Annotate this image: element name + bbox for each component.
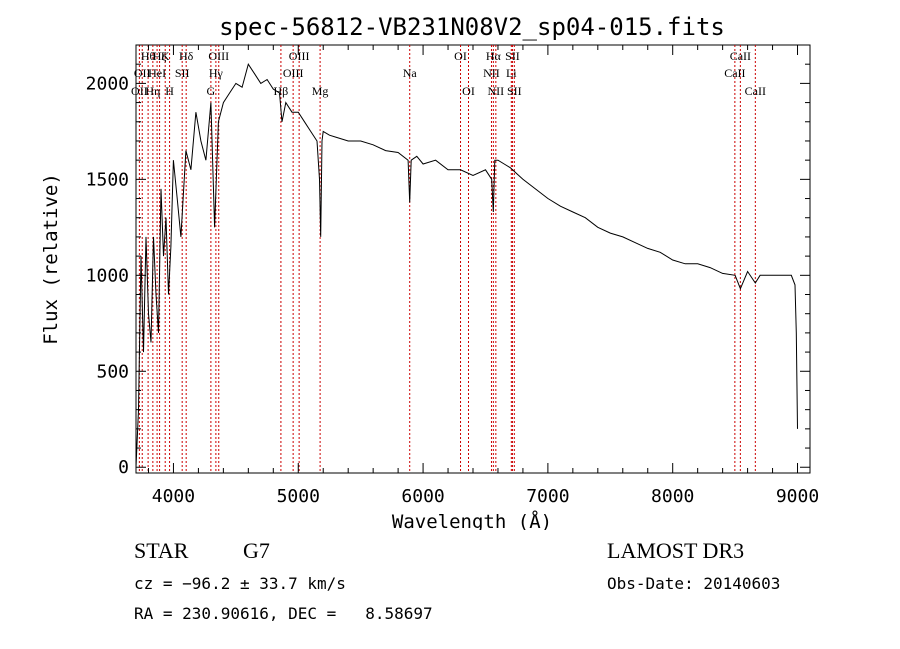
y-tick-label-0: 0 (118, 457, 129, 478)
redshift-cz: cz = −96.2 ± 33.7 km/s (134, 574, 346, 593)
x-tick-label-3: 7000 (526, 486, 569, 507)
x-tick-label-1: 5000 (277, 486, 320, 507)
spectral-line-markers (138, 45, 756, 473)
line-label-21: Hα (486, 49, 502, 63)
spectral-line-labels: OIIOIIHθHηHeIHζKHSIIHδGHγOIIIHβOIIIOIIIM… (131, 49, 766, 98)
x-axis-label: Wavelength (Å) (392, 510, 552, 530)
object-class: STAR (134, 538, 189, 563)
line-label-14: OIII (283, 66, 304, 80)
y-tick-label-1: 500 (96, 361, 129, 382)
line-label-3: Hη (145, 84, 160, 98)
line-label-15: OIII (289, 49, 310, 63)
observation-date: Obs-Date: 20140603 (607, 574, 781, 593)
line-label-7: H (165, 84, 174, 98)
line-label-23: Li (506, 66, 517, 80)
line-label-28: CaII (745, 84, 766, 98)
y-tick-label-2: 1000 (86, 265, 129, 286)
x-tick-label-2: 6000 (401, 486, 444, 507)
y-axis-label: Flux (relative) (40, 173, 62, 345)
spectrum-chart: spec-56812-VB231N08V2_sp04-015.fits 4000… (40, 13, 819, 530)
line-label-17: Na (403, 66, 418, 80)
line-label-11: Hγ (209, 66, 224, 80)
line-label-26: CaII (724, 66, 745, 80)
y-tick-label-3: 1500 (86, 169, 129, 190)
line-label-25: SII (507, 84, 522, 98)
line-label-6: K (161, 49, 170, 63)
chart-title: spec-56812-VB231N08V2_sp04-015.fits (219, 13, 725, 41)
x-axis-ticks: 4000 5000 6000 7000 8000 9000 (147, 45, 819, 507)
line-label-12: OIII (208, 49, 229, 63)
line-label-27: CaII (730, 49, 751, 63)
line-label-13: Hβ (274, 84, 289, 98)
line-label-10: G (207, 84, 216, 98)
line-label-22: NII (488, 84, 505, 98)
y-tick-label-4: 2000 (86, 73, 129, 94)
line-label-4: HeI (148, 66, 166, 80)
line-label-0: OII (131, 84, 148, 98)
line-label-9: Hδ (179, 49, 194, 63)
coordinates: RA = 230.90616, DEC = 8.58697 (134, 604, 433, 623)
line-label-5: Hζ (153, 49, 167, 63)
spectrum-line (135, 62, 798, 468)
line-label-1: OII (134, 66, 151, 80)
plot-frame (135, 44, 811, 474)
y-axis-ticks: 0 500 1000 1500 2000 (86, 44, 810, 478)
line-label-19: OI (462, 84, 475, 98)
line-label-8: SII (175, 66, 190, 80)
x-tick-label-0: 4000 (152, 486, 195, 507)
line-label-16: Mg (312, 84, 329, 98)
x-tick-label-4: 8000 (651, 486, 694, 507)
line-label-2: Hθ (141, 49, 156, 63)
x-tick-label-5: 9000 (776, 486, 819, 507)
line-label-18: OI (454, 49, 467, 63)
line-label-20: NII (483, 66, 500, 80)
line-label-24: SII (505, 49, 520, 63)
survey-name: LAMOST DR3 (607, 538, 745, 563)
object-subclass: G7 (243, 538, 270, 563)
